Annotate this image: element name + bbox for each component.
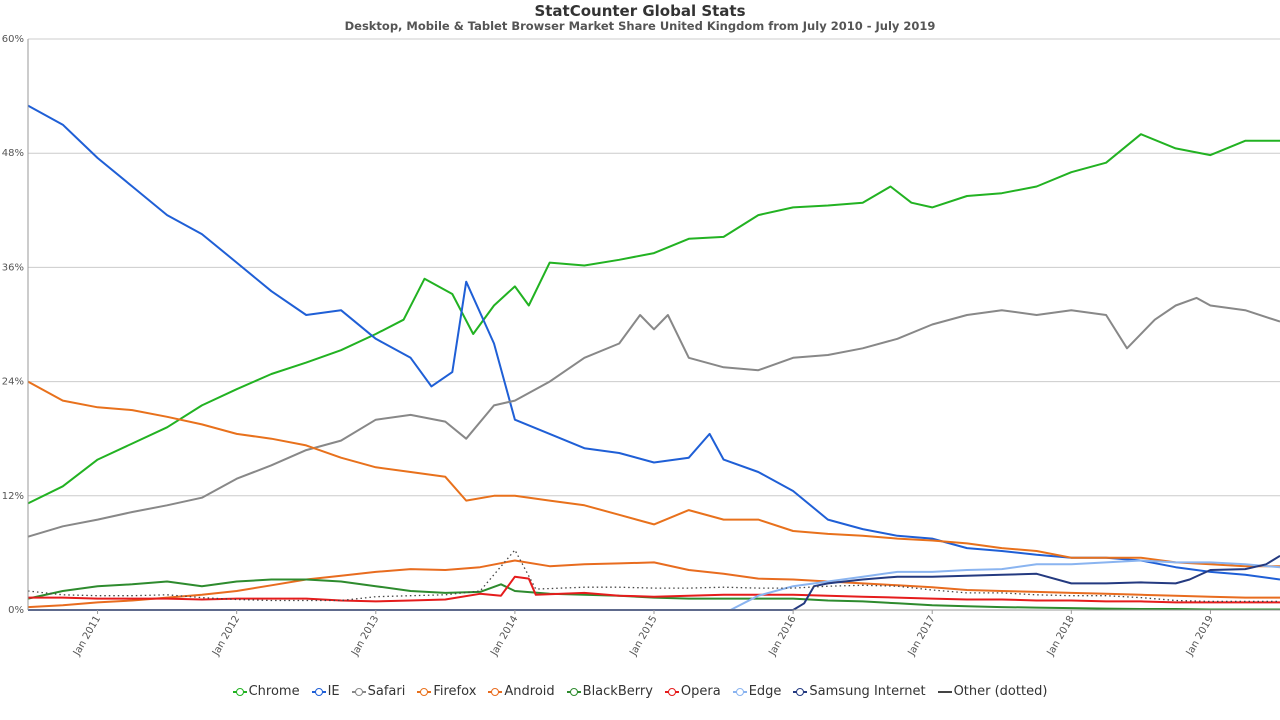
legend-label: Opera [680,684,721,699]
x-tick-label: Jan 2014 [488,614,520,659]
legend-label: BlackBerry [582,684,653,699]
legend-swatch [311,687,326,696]
series-line-safari [27,296,1280,538]
legend-item-chrome[interactable]: Chrome [232,684,300,699]
y-tick-label: 0% [8,605,24,616]
x-tick-label: Jan 2013 [349,614,381,659]
series-line-samsung-internet [28,554,1280,611]
legend-item-safari[interactable]: Safari [351,684,406,699]
x-tick-label: Jan 2015 [628,614,660,659]
legend-item-other-dotted[interactable]: Other (dotted) [937,684,1048,699]
legend-label: Firefox [433,684,477,699]
legend-label: Other (dotted) [953,684,1048,699]
legend-item-blackberry[interactable]: BlackBerry [566,684,653,699]
legend-swatch [566,687,581,696]
legend-swatch [732,687,747,696]
y-tick-label: 48% [2,148,24,159]
legend-swatch [664,687,679,696]
series-layer [27,104,1280,611]
x-tick-label: Jan 2018 [1045,614,1077,659]
legend-label: Samsung Internet [809,684,926,699]
legend-label: IE [327,684,340,699]
series-line-ie [27,104,1280,581]
legend-swatch [351,687,366,696]
legend-item-android[interactable]: Android [488,684,555,699]
chart-area: 0% 12% 24% 36% 48% 60% Jan 2011 Jan 2012 Jan 201… [2,34,1280,659]
legend-label: Safari [367,684,406,699]
y-tick-label: 60% [2,34,24,45]
series-line-android [27,559,1280,609]
series-line-firefox [27,380,1280,568]
x-tick-label: Jan 2016 [767,614,799,659]
legend-label: Chrome [248,684,300,699]
legend-swatch [232,687,247,696]
legend-item-edge[interactable]: Edge [732,684,782,699]
chart-subtitle: Desktop, Mobile & Tablet Browser Market … [344,19,936,33]
y-tick-label: 24% [2,377,24,388]
x-tick-label: Jan 2012 [210,614,242,659]
series-line-chrome [27,133,1280,505]
x-tick-label: Jan 2011 [71,614,103,659]
axis-layer: 0% 12% 24% 36% 48% 60% Jan 2011 Jan 2012 Jan 201… [2,34,1280,659]
series-line-opera [28,575,1280,604]
x-tick-label: Jan 2017 [906,614,938,659]
legend-swatch [937,688,952,696]
series-line-edge [28,559,1280,611]
legend-item-samsung-internet[interactable]: Samsung Internet [793,684,926,699]
legend-label: Edge [748,684,782,699]
legend-swatch [417,687,432,696]
x-tick-label: Jan 2019 [1184,614,1216,659]
legend-swatch [488,687,503,696]
legend-swatch [793,687,808,696]
legend-item-ie[interactable]: IE [311,684,340,699]
chart-title: StatCounter Global Stats [534,2,746,20]
legend-label: Android [504,684,555,699]
y-tick-label: 36% [2,262,24,273]
legend: Chrome IE Safari Firefox Android BlackBerry Op… [0,684,1280,699]
legend-item-firefox[interactable]: Firefox [417,684,476,699]
legend-item-opera[interactable]: Opera [664,684,721,699]
y-tick-label: 12% [2,491,24,502]
